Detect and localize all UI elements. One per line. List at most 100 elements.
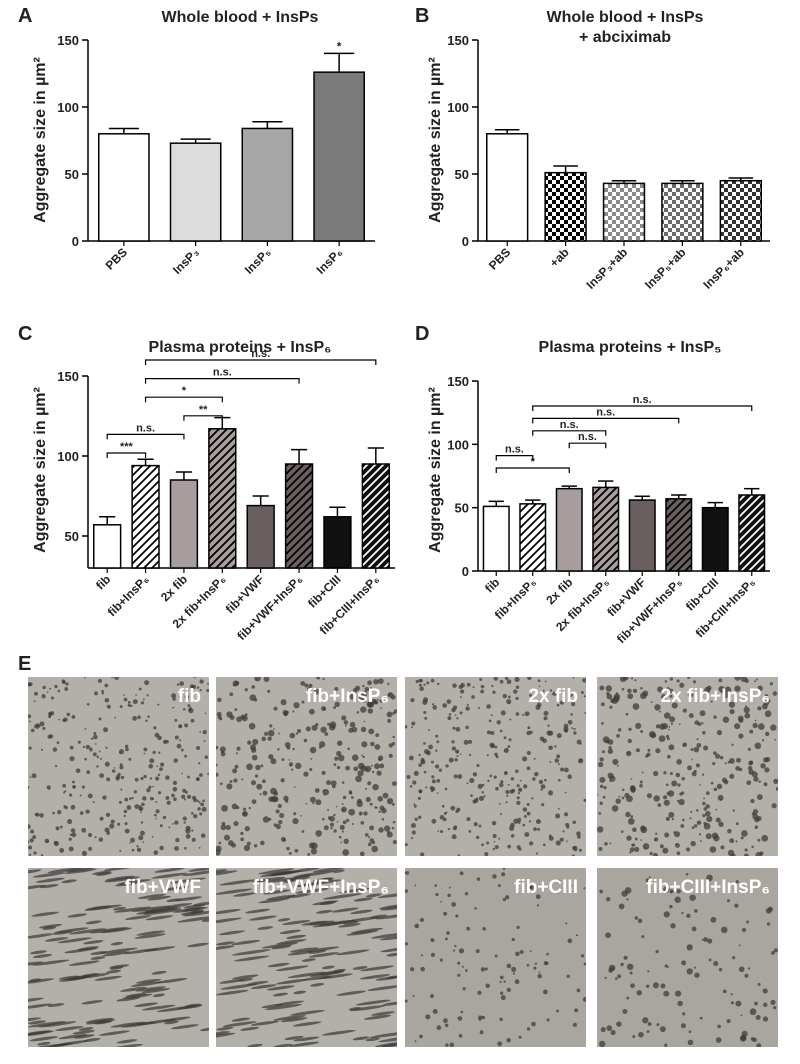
- aggregate: [336, 750, 342, 757]
- aggregate: [502, 868, 506, 870]
- aggregate: [743, 853, 749, 856]
- aggregate: [84, 677, 86, 679]
- aggregate: [626, 835, 632, 841]
- bar: [719, 179, 762, 242]
- aggregate: [697, 722, 702, 726]
- aggregate: [443, 812, 447, 815]
- aggregate: [691, 758, 693, 761]
- aggregate: [605, 932, 611, 939]
- aggregate: [668, 811, 675, 818]
- aggregate: [681, 777, 685, 781]
- aggregate: [82, 745, 85, 749]
- aggregate: [522, 713, 525, 717]
- aggregate: [606, 1025, 613, 1031]
- aggregate: [173, 797, 177, 802]
- significance-label: n.s.: [213, 367, 232, 379]
- y-axis-label: Aggregate size in µm²: [427, 57, 444, 223]
- aggregate: [219, 746, 226, 753]
- aggregate: [456, 807, 461, 812]
- aggregate: [506, 679, 512, 685]
- aggregate: [374, 763, 380, 770]
- aggregate: [273, 706, 278, 711]
- aggregate: [96, 765, 99, 768]
- aggregate: [135, 986, 167, 992]
- aggregate: [773, 1006, 777, 1010]
- aggregate: [447, 716, 452, 721]
- aggregate: [431, 787, 436, 792]
- y-tick-label: 150: [57, 369, 79, 384]
- aggregate: [52, 747, 58, 752]
- aggregate: [418, 678, 423, 683]
- aggregate: [98, 837, 104, 842]
- aggregate: [728, 701, 736, 708]
- aggregate: [249, 694, 257, 701]
- aggregate: [195, 745, 201, 751]
- aggregate: [671, 702, 678, 709]
- aggregate: [308, 842, 316, 849]
- aggregate: [157, 703, 160, 706]
- aggregate: [692, 680, 697, 684]
- aggregate: [248, 915, 277, 921]
- aggregate: [740, 836, 744, 840]
- aggregate: [226, 711, 233, 718]
- significance-label: **: [199, 404, 208, 416]
- aggregate: [524, 711, 530, 717]
- aggregate: [540, 784, 546, 789]
- aggregate: [423, 748, 430, 755]
- aggregate: [645, 754, 649, 758]
- aggregate: [293, 868, 321, 873]
- aggregate: [526, 811, 531, 816]
- aggregate: [376, 806, 378, 809]
- aggregate: [443, 1018, 448, 1024]
- aggregate: [335, 805, 338, 808]
- aggregate: [315, 830, 322, 837]
- aggregate: [537, 973, 542, 979]
- aggregate: [152, 993, 165, 998]
- aggregate: [486, 841, 490, 845]
- aggregate: [131, 848, 135, 852]
- aggregate: [763, 782, 768, 787]
- aggregate: [182, 910, 209, 917]
- aggregate: [57, 810, 62, 815]
- aggregate: [327, 808, 330, 811]
- aggregate: [109, 823, 115, 829]
- aggregate: [69, 745, 74, 750]
- aggregate: [575, 934, 579, 937]
- aggregate: [673, 831, 677, 834]
- aggregate: [506, 987, 512, 993]
- image-label: 2x fib+InsP₆: [661, 686, 770, 707]
- aggregate: [142, 796, 147, 801]
- aggregate: [293, 990, 307, 995]
- aggregate: [517, 817, 522, 822]
- aggregate: [578, 848, 582, 852]
- aggregate: [457, 1017, 460, 1019]
- aggregate: [380, 707, 382, 709]
- aggregate: [39, 813, 44, 818]
- aggregate: [616, 764, 619, 767]
- aggregate: [478, 795, 484, 801]
- aggregate: [151, 970, 167, 975]
- aggregate: [244, 688, 248, 692]
- aggregate: [128, 757, 132, 761]
- aggregate: [386, 831, 393, 838]
- aggregate: [527, 726, 531, 730]
- aggregate: [382, 1001, 397, 1006]
- aggregate: [251, 876, 286, 883]
- aggregate: [98, 750, 101, 753]
- aggregate: [151, 872, 188, 879]
- aggregate: [28, 961, 44, 967]
- aggregate: [387, 975, 397, 979]
- aggregate: [192, 901, 209, 906]
- aggregate: [33, 851, 37, 855]
- aggregate: [105, 812, 111, 818]
- aggregate: [527, 677, 532, 681]
- significance-bracket: [495, 467, 570, 473]
- aggregate: [348, 727, 354, 733]
- aggregate: [322, 788, 330, 796]
- aggregate: [153, 813, 157, 817]
- aggregate: [663, 911, 670, 918]
- aggregate: [639, 780, 643, 784]
- aggregate: [548, 835, 554, 841]
- aggregate: [573, 727, 576, 731]
- aggregate: [361, 754, 364, 757]
